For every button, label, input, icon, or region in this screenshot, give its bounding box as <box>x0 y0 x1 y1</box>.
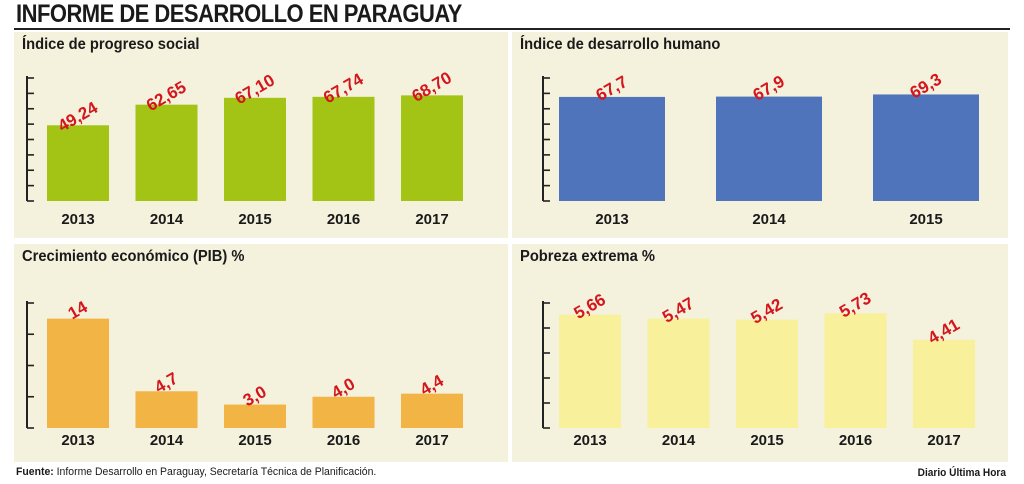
bar <box>873 94 979 201</box>
panel-desarrollo-humano: Índice de desarrollo humano 67,7 2013 67,9… <box>512 32 1008 238</box>
category-label: 2017 <box>927 432 960 449</box>
source-text: Informe Desarrollo en Paraguay, Secretar… <box>56 466 377 478</box>
bar <box>716 96 822 201</box>
bar <box>47 318 109 428</box>
category-label: 2015 <box>909 211 942 228</box>
bar <box>312 396 375 428</box>
bar <box>401 393 463 428</box>
bar <box>47 125 109 201</box>
bar <box>647 318 710 428</box>
panel-title: Crecimiento económico (PIB) % <box>22 248 245 265</box>
panel-title: Índice de desarrollo humano <box>520 36 721 53</box>
chart-progreso-social: 49,24201362,65201467,10201567,74201668,7… <box>26 68 463 228</box>
category-label: 2016 <box>839 432 872 449</box>
source-label: Fuente: <box>16 466 54 478</box>
category-label: 2016 <box>327 211 360 228</box>
category-label: 2015 <box>238 432 271 449</box>
bar <box>824 313 887 428</box>
category-label: 2013 <box>61 432 94 449</box>
panel-pobreza-extrema: Pobreza extrema % 5,66 2013 5,47 2014 5,42 20… <box>512 244 1008 462</box>
source-note: Fuente: Informe Desarrollo en Paraguay, … <box>16 466 376 478</box>
bar <box>559 314 621 428</box>
bar <box>224 97 286 201</box>
category-label: 2014 <box>662 432 696 449</box>
bar <box>135 104 198 201</box>
category-label: 2013 <box>61 211 94 228</box>
category-label: 2014 <box>150 211 184 228</box>
category-label: 2016 <box>327 432 360 449</box>
bar <box>135 391 198 428</box>
credit: Diario Última Hora <box>917 467 1006 479</box>
bar <box>312 96 375 201</box>
panel-title: Índice de progreso social <box>22 36 200 53</box>
category-label: 2017 <box>415 432 448 449</box>
category-label: 2013 <box>595 211 628 228</box>
bar <box>913 339 975 428</box>
panel-progreso-social: Índice de progreso social 49,24 2013 62,65… <box>14 32 508 238</box>
title-rule <box>14 28 1010 30</box>
category-label: 2013 <box>573 432 606 449</box>
bar <box>401 95 463 201</box>
bar <box>736 319 798 428</box>
bar <box>224 404 286 428</box>
category-label: 2015 <box>238 211 271 228</box>
category-label: 2015 <box>750 432 783 449</box>
panel-crecimiento-economico: Crecimiento económico (PIB) % 14 2013 4,7 2… <box>14 244 508 462</box>
category-label: 2014 <box>752 211 786 228</box>
panel-title: Pobreza extrema % <box>520 248 655 265</box>
main-title: INFORME DE DESARROLLO EN PARAGUAY <box>16 0 462 28</box>
bar <box>559 96 665 201</box>
category-label: 2014 <box>150 432 184 449</box>
category-label: 2017 <box>415 211 448 228</box>
